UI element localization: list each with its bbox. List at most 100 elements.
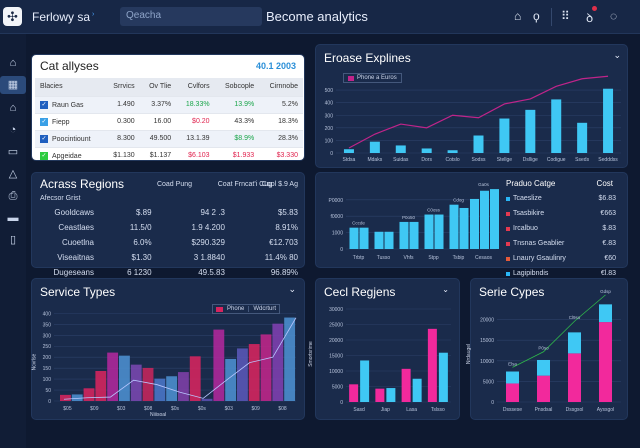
bell-icon[interactable]: ⌂ xyxy=(514,9,522,23)
data-label: Cl9so xyxy=(569,315,581,320)
sidebar-dashboard-icon[interactable]: ▦ xyxy=(0,76,26,94)
table-row[interactable]: ✓ Apgeidae $1.130 $1.137 $6.103 $1.933 $3.330 xyxy=(35,146,303,164)
sidebar-home-icon[interactable]: ⌂ xyxy=(9,57,17,69)
list-item[interactable]: Tcaeslize $6.83 xyxy=(506,191,616,206)
data-label: Ga0s xyxy=(478,182,490,187)
bar xyxy=(130,364,142,401)
table-cell: 0.300 xyxy=(103,112,140,130)
bar-segment xyxy=(599,322,612,402)
data-label: C0oss xyxy=(427,208,441,213)
column-header[interactable]: Srrvics xyxy=(103,78,140,96)
sidebar-lock-icon[interactable]: ⌂ xyxy=(9,102,17,114)
table-row[interactable]: Gooldcaws $.89 94 2 .3 $5.83 xyxy=(36,205,302,220)
table-row[interactable]: Ceastlaes 11.5/0 1.9 4.200 8.91% xyxy=(36,220,302,235)
column-header[interactable]: Cirnnobe xyxy=(259,78,303,96)
checkbox-icon[interactable]: ✓ xyxy=(40,100,48,109)
table-cell: 96.89% xyxy=(270,268,298,277)
checkbox-icon[interactable]: ✓ xyxy=(40,151,48,160)
search-icon[interactable]: ϙ xyxy=(533,9,540,23)
bar xyxy=(421,148,432,153)
item-value: €60 xyxy=(604,255,616,262)
bar xyxy=(449,204,459,249)
list-item[interactable]: Tsasbikire €663 xyxy=(506,206,616,221)
x-axis-title: Niiisoal xyxy=(150,412,167,418)
search-input[interactable]: Qeacha xyxy=(120,7,262,26)
chevron-down-icon[interactable]: ⌄ xyxy=(288,284,296,294)
product-card: 0 1000 f0000 P0000 Cccde P0o50 C0oss Cdog Ga0s Tr… xyxy=(315,172,628,277)
table-row[interactable]: Viseaitnas $1.30 3 1.8840 11.4% 80 xyxy=(36,250,302,265)
table-cell: 3 1.8840 xyxy=(193,253,225,262)
table-row[interactable]: ✓ Fiepp 0.300 16.00 $0.20 43.3% 18.3% xyxy=(35,112,303,130)
table-row[interactable]: ✓ Raun Gas 1.490 3.37% 18.33% 13.9% 5.2% xyxy=(35,95,303,113)
y-tick-label: 150 xyxy=(43,366,52,372)
bar xyxy=(374,231,384,249)
list-item[interactable]: Lnaury Gsaulinry €60 xyxy=(506,251,616,266)
sidebar-chart-pie-icon[interactable]: ◔ xyxy=(9,124,17,136)
bar xyxy=(412,378,422,402)
table-cell: 13.9% xyxy=(214,95,260,113)
cost-regions-chart: 0 5000 10000 15000 20000 25000 30000 Sasd Jiap La… xyxy=(329,307,451,413)
table-row[interactable]: ✓ Poocintiount 8.300 49.500 13.1.39 $8.9% 28.3… xyxy=(35,129,303,147)
grid-icon[interactable]: ⠿ xyxy=(561,9,570,23)
data-label: Cccde xyxy=(352,221,365,226)
bar xyxy=(369,141,380,153)
divider xyxy=(551,8,552,26)
page-title: Become analytics xyxy=(266,9,368,24)
y-tick-label: 500 xyxy=(325,88,334,94)
sidebar-folder-icon[interactable]: ▭ xyxy=(7,146,19,158)
legend-swatch xyxy=(216,306,223,312)
table-cell: 1.9 4.200 xyxy=(191,223,225,232)
x-tick-label: Tsbip xyxy=(453,255,465,261)
service-types-card: Service Types ⌄ 0 50 100 150 200 250 300 350 400… xyxy=(31,278,305,420)
header-link[interactable]: 40.1 2003 xyxy=(255,61,296,71)
user-alert-icon[interactable]: ꝺ xyxy=(586,6,597,26)
chevron-down-icon[interactable]: ⌄ xyxy=(442,285,449,294)
card-title: Service Types xyxy=(40,285,116,299)
y-tick-label: 200 xyxy=(43,355,52,361)
x-tick-label: Trbtp xyxy=(353,255,365,261)
x-tick-label: Tslsso xyxy=(431,407,445,413)
table-row[interactable]: Dugeseans 6 1230 49.5.83 96.89% xyxy=(36,265,302,280)
cost-regions-card: Cecl Regjens ⌄ 0 5000 10000 15000 20000 25000… xyxy=(308,278,460,420)
bar xyxy=(71,394,83,401)
settings-icon[interactable]: ◌ xyxy=(610,9,618,23)
x-tick-label: Vhfs xyxy=(403,255,414,261)
item-value: €663 xyxy=(600,210,616,217)
y-tick-label: 10000 xyxy=(329,369,343,375)
item-value: $6.83 xyxy=(598,195,616,202)
x-tick-label: $03 xyxy=(117,406,126,412)
list-item[interactable]: Ircalbuo $.83 xyxy=(506,221,616,236)
table-cell: $5.83 xyxy=(277,208,298,217)
color-swatch xyxy=(506,226,510,231)
checkbox-icon[interactable]: ✓ xyxy=(40,134,48,143)
sidebar-alert-icon[interactable]: △ xyxy=(8,168,18,180)
chevron-down-icon[interactable]: ⌄ xyxy=(613,50,621,60)
row-label: Fiepp xyxy=(52,118,70,126)
table-cell: $290.329 xyxy=(191,238,225,247)
column-header[interactable]: Ov Tlie xyxy=(139,78,177,96)
table-row[interactable]: Cuoetlna 6.0% $290.329 €12.703 xyxy=(36,235,302,250)
y-tick-label: 200 xyxy=(325,126,334,132)
app-logo-icon[interactable]: ✣ xyxy=(3,7,22,26)
x-tick-label: $08 xyxy=(144,406,153,412)
row-label: Cuoetlna xyxy=(61,238,94,247)
column-header: Coad Pung xyxy=(156,181,192,188)
column-header[interactable]: Blacies xyxy=(35,78,104,96)
sidebar-report-icon[interactable]: ⎙ xyxy=(8,190,18,202)
bar xyxy=(119,355,130,401)
sidebar-file-icon[interactable]: ▯ xyxy=(9,234,17,246)
app-dropdown-icon[interactable]: › xyxy=(92,11,95,18)
x-tick-label: Cotslo xyxy=(445,157,459,163)
list-item[interactable]: Lagipibndis €l.83 xyxy=(506,266,616,281)
list-item[interactable]: Tnsnas Geablier €.83 xyxy=(506,236,616,251)
row-label: Apgeidae xyxy=(52,152,82,160)
column-header[interactable]: Sobcople xyxy=(214,78,260,96)
x-tick-label: $09 xyxy=(251,406,260,412)
bar xyxy=(603,88,614,153)
y-tick-label: 100 xyxy=(325,138,334,144)
table-cell: 1.490 xyxy=(103,95,140,113)
checkbox-icon[interactable]: ✓ xyxy=(40,117,48,126)
sidebar-card-icon[interactable]: ▬ xyxy=(7,212,19,224)
column-header[interactable]: Cvlfors xyxy=(176,78,215,96)
table-cell: 43.3% xyxy=(214,112,260,130)
